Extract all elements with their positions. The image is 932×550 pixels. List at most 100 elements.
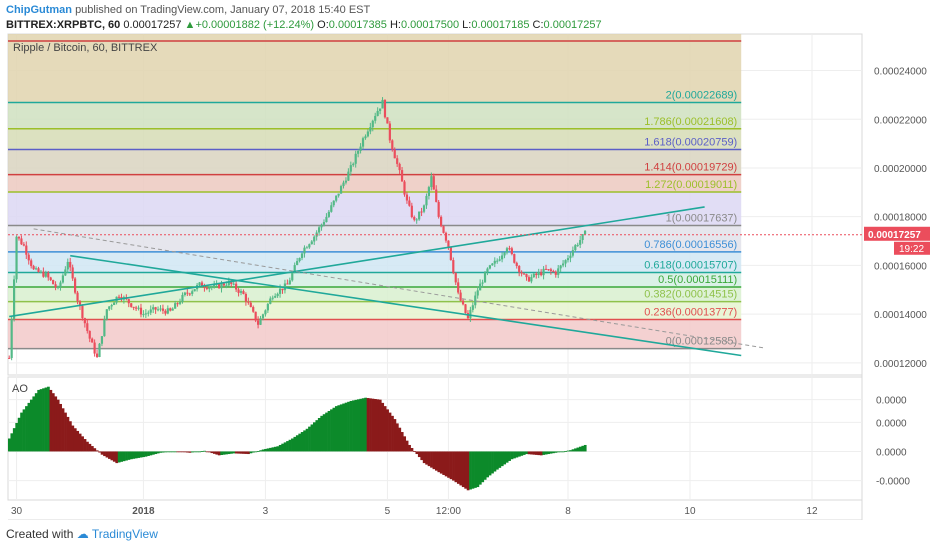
ao-bar — [374, 399, 377, 452]
ao-bar — [144, 451, 148, 457]
ao-bar — [435, 451, 438, 471]
candle-body — [164, 310, 167, 314]
ao-bar — [12, 428, 16, 452]
tradingview-link[interactable]: TradingView — [91, 527, 158, 541]
candle-body — [88, 330, 91, 339]
ao-bar — [61, 408, 65, 452]
candle-body — [566, 258, 570, 261]
ao-bar — [327, 410, 331, 452]
ao-bar — [156, 451, 160, 454]
chart-title: Ripple / Bitcoin, 60, BITTREX — [13, 42, 158, 54]
candle-body — [86, 323, 89, 331]
price-chart[interactable]: 0(0.00012585) 0.236(0.00013777) 0.382(0.00… — [0, 0, 932, 520]
up-arrow-icon: ▲ — [184, 19, 196, 31]
candle-body — [440, 216, 443, 227]
candle-body — [335, 195, 338, 201]
x-tick-label: 10 — [684, 506, 696, 517]
candle-body — [574, 245, 577, 251]
ao-bar — [142, 451, 145, 458]
author-link[interactable]: ChipGutman — [6, 4, 72, 16]
candle-body — [291, 272, 294, 281]
ao-bar — [310, 424, 314, 452]
ao-bar — [393, 419, 397, 452]
candle-body — [547, 269, 550, 271]
x-tick-label: 30 — [11, 506, 23, 517]
ao-bar — [364, 397, 367, 452]
candle-body — [493, 260, 496, 264]
ao-bar — [464, 451, 468, 489]
candle-body — [579, 240, 582, 245]
ao-bar — [137, 451, 141, 458]
candle-body — [527, 277, 531, 282]
candle-body — [56, 286, 60, 288]
ao-bar — [8, 438, 11, 452]
ao-bar — [571, 449, 575, 452]
candle-body — [193, 289, 196, 292]
ao-bar — [220, 451, 224, 456]
candle-body — [261, 314, 265, 319]
fib-level-label: 1.414(0.00019729) — [644, 162, 737, 174]
ao-bar — [488, 451, 492, 476]
ao-bar — [25, 406, 28, 452]
fib-level-label: 0.5(0.00015111) — [658, 274, 737, 286]
fib-zone — [8, 102, 742, 129]
ao-bar — [83, 439, 87, 452]
candle-body — [564, 260, 567, 264]
candle-body — [559, 265, 562, 269]
ao-bar — [222, 451, 226, 455]
candle-body — [254, 311, 257, 321]
ao-bar — [286, 441, 289, 452]
ao-bar — [549, 451, 553, 454]
candle-body — [108, 306, 111, 310]
candle-body — [159, 308, 162, 310]
candle-body — [61, 275, 64, 283]
ao-bar — [59, 403, 62, 452]
ao-bar — [344, 402, 348, 452]
trend-line — [70, 254, 742, 357]
ao-bar — [308, 426, 311, 452]
candle-body — [364, 136, 367, 139]
publish-info: ChipGutman published on TradingView.com,… — [6, 4, 370, 16]
ao-bar — [266, 448, 270, 452]
ao-bar — [439, 451, 443, 474]
ao-bar — [252, 451, 255, 453]
candle-body — [332, 200, 335, 206]
ao-bar — [247, 451, 250, 455]
candle-body — [286, 283, 289, 285]
candle-body — [54, 284, 57, 288]
ao-bar — [366, 398, 370, 452]
ao-bar — [51, 393, 55, 452]
ao-bar — [330, 409, 333, 452]
candle-body — [259, 318, 262, 325]
candle-body — [469, 309, 472, 319]
ao-bar — [469, 451, 472, 490]
ao-bar — [552, 451, 555, 454]
candle-body — [188, 293, 191, 295]
ao-bar — [376, 399, 380, 452]
ao-bar — [76, 430, 80, 452]
ao-bar — [132, 451, 136, 459]
ao-bar — [293, 436, 297, 452]
ao-bar — [149, 451, 153, 456]
candle-body — [554, 271, 557, 275]
ao-bar — [508, 451, 511, 461]
ao-bar — [483, 451, 487, 480]
high-label: H: — [389, 19, 401, 31]
ao-bar — [134, 451, 138, 459]
candle-body — [42, 271, 45, 277]
ao-bar — [276, 446, 280, 452]
ao-bar — [427, 451, 431, 467]
osc-tick-label: 0.0000 — [876, 396, 907, 407]
ao-bar — [17, 417, 21, 452]
trend-line — [33, 228, 766, 349]
ao-bar — [159, 451, 163, 453]
ao-bar — [520, 451, 524, 456]
ao-bar — [320, 415, 324, 452]
ao-bar — [103, 451, 106, 457]
x-tick-label: 8 — [565, 506, 571, 517]
candle-body — [74, 278, 77, 293]
candle-body — [81, 305, 84, 319]
y-tick-label: 0.00022000 — [874, 115, 927, 126]
ao-bar — [281, 443, 285, 452]
ao-bar — [510, 451, 514, 460]
